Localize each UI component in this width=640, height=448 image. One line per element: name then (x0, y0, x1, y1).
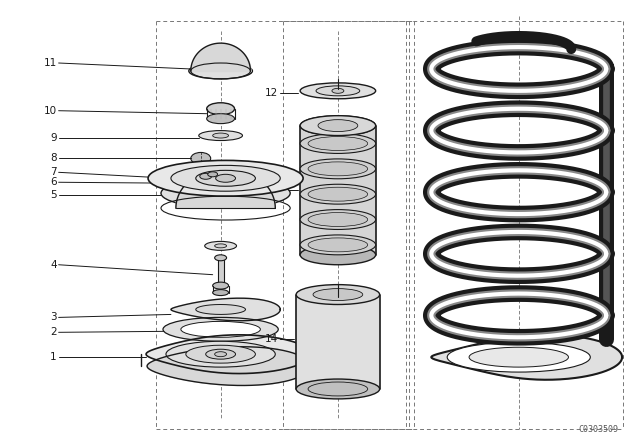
Ellipse shape (316, 86, 360, 96)
Ellipse shape (300, 210, 376, 229)
Text: C0303509: C0303509 (578, 425, 618, 434)
Ellipse shape (199, 130, 243, 141)
Text: 5: 5 (50, 190, 57, 200)
Text: 14: 14 (265, 334, 278, 344)
Text: 7: 7 (50, 167, 57, 177)
Polygon shape (431, 335, 622, 380)
Ellipse shape (205, 349, 236, 359)
Ellipse shape (214, 255, 227, 261)
Ellipse shape (332, 88, 344, 93)
Text: 9: 9 (50, 133, 57, 142)
Ellipse shape (212, 289, 228, 296)
Ellipse shape (300, 235, 376, 255)
Ellipse shape (200, 173, 212, 179)
Ellipse shape (469, 347, 568, 367)
Ellipse shape (205, 241, 237, 250)
Text: 11: 11 (44, 58, 57, 68)
Ellipse shape (181, 321, 260, 337)
Polygon shape (196, 305, 246, 314)
Text: 2: 2 (50, 327, 57, 337)
Ellipse shape (189, 63, 252, 79)
Ellipse shape (300, 134, 376, 154)
Ellipse shape (296, 284, 380, 305)
Polygon shape (147, 347, 310, 385)
Text: 1: 1 (50, 352, 57, 362)
Ellipse shape (171, 165, 280, 191)
Ellipse shape (447, 342, 590, 372)
Ellipse shape (308, 212, 368, 227)
Ellipse shape (300, 116, 376, 136)
Ellipse shape (300, 245, 376, 265)
Ellipse shape (212, 282, 228, 289)
Ellipse shape (207, 103, 234, 115)
Ellipse shape (300, 159, 376, 179)
Ellipse shape (313, 289, 363, 301)
Ellipse shape (300, 184, 376, 204)
Ellipse shape (308, 162, 368, 176)
Polygon shape (171, 298, 280, 321)
Ellipse shape (308, 137, 368, 151)
Ellipse shape (214, 352, 227, 357)
Text: 4: 4 (50, 260, 57, 270)
Ellipse shape (300, 83, 376, 99)
Text: 8: 8 (50, 153, 57, 164)
Ellipse shape (214, 244, 227, 248)
Polygon shape (300, 125, 376, 255)
Text: 13: 13 (265, 185, 278, 195)
Bar (218, 258, 223, 286)
Text: 12: 12 (265, 88, 278, 98)
Ellipse shape (212, 133, 228, 138)
Ellipse shape (300, 116, 376, 136)
Ellipse shape (196, 170, 255, 186)
Ellipse shape (148, 160, 303, 196)
Ellipse shape (166, 341, 275, 367)
Text: 6: 6 (50, 177, 57, 187)
Polygon shape (296, 294, 380, 389)
Ellipse shape (318, 120, 358, 132)
Ellipse shape (296, 379, 380, 399)
Ellipse shape (207, 114, 234, 124)
Text: 3: 3 (50, 312, 57, 323)
Ellipse shape (216, 174, 236, 182)
Ellipse shape (308, 187, 368, 201)
Text: 10: 10 (44, 106, 57, 116)
Ellipse shape (191, 152, 211, 164)
Polygon shape (176, 168, 275, 208)
Ellipse shape (186, 345, 255, 363)
Ellipse shape (308, 238, 368, 252)
Ellipse shape (163, 318, 278, 341)
Polygon shape (146, 335, 311, 374)
Ellipse shape (208, 172, 218, 177)
Ellipse shape (161, 178, 290, 208)
